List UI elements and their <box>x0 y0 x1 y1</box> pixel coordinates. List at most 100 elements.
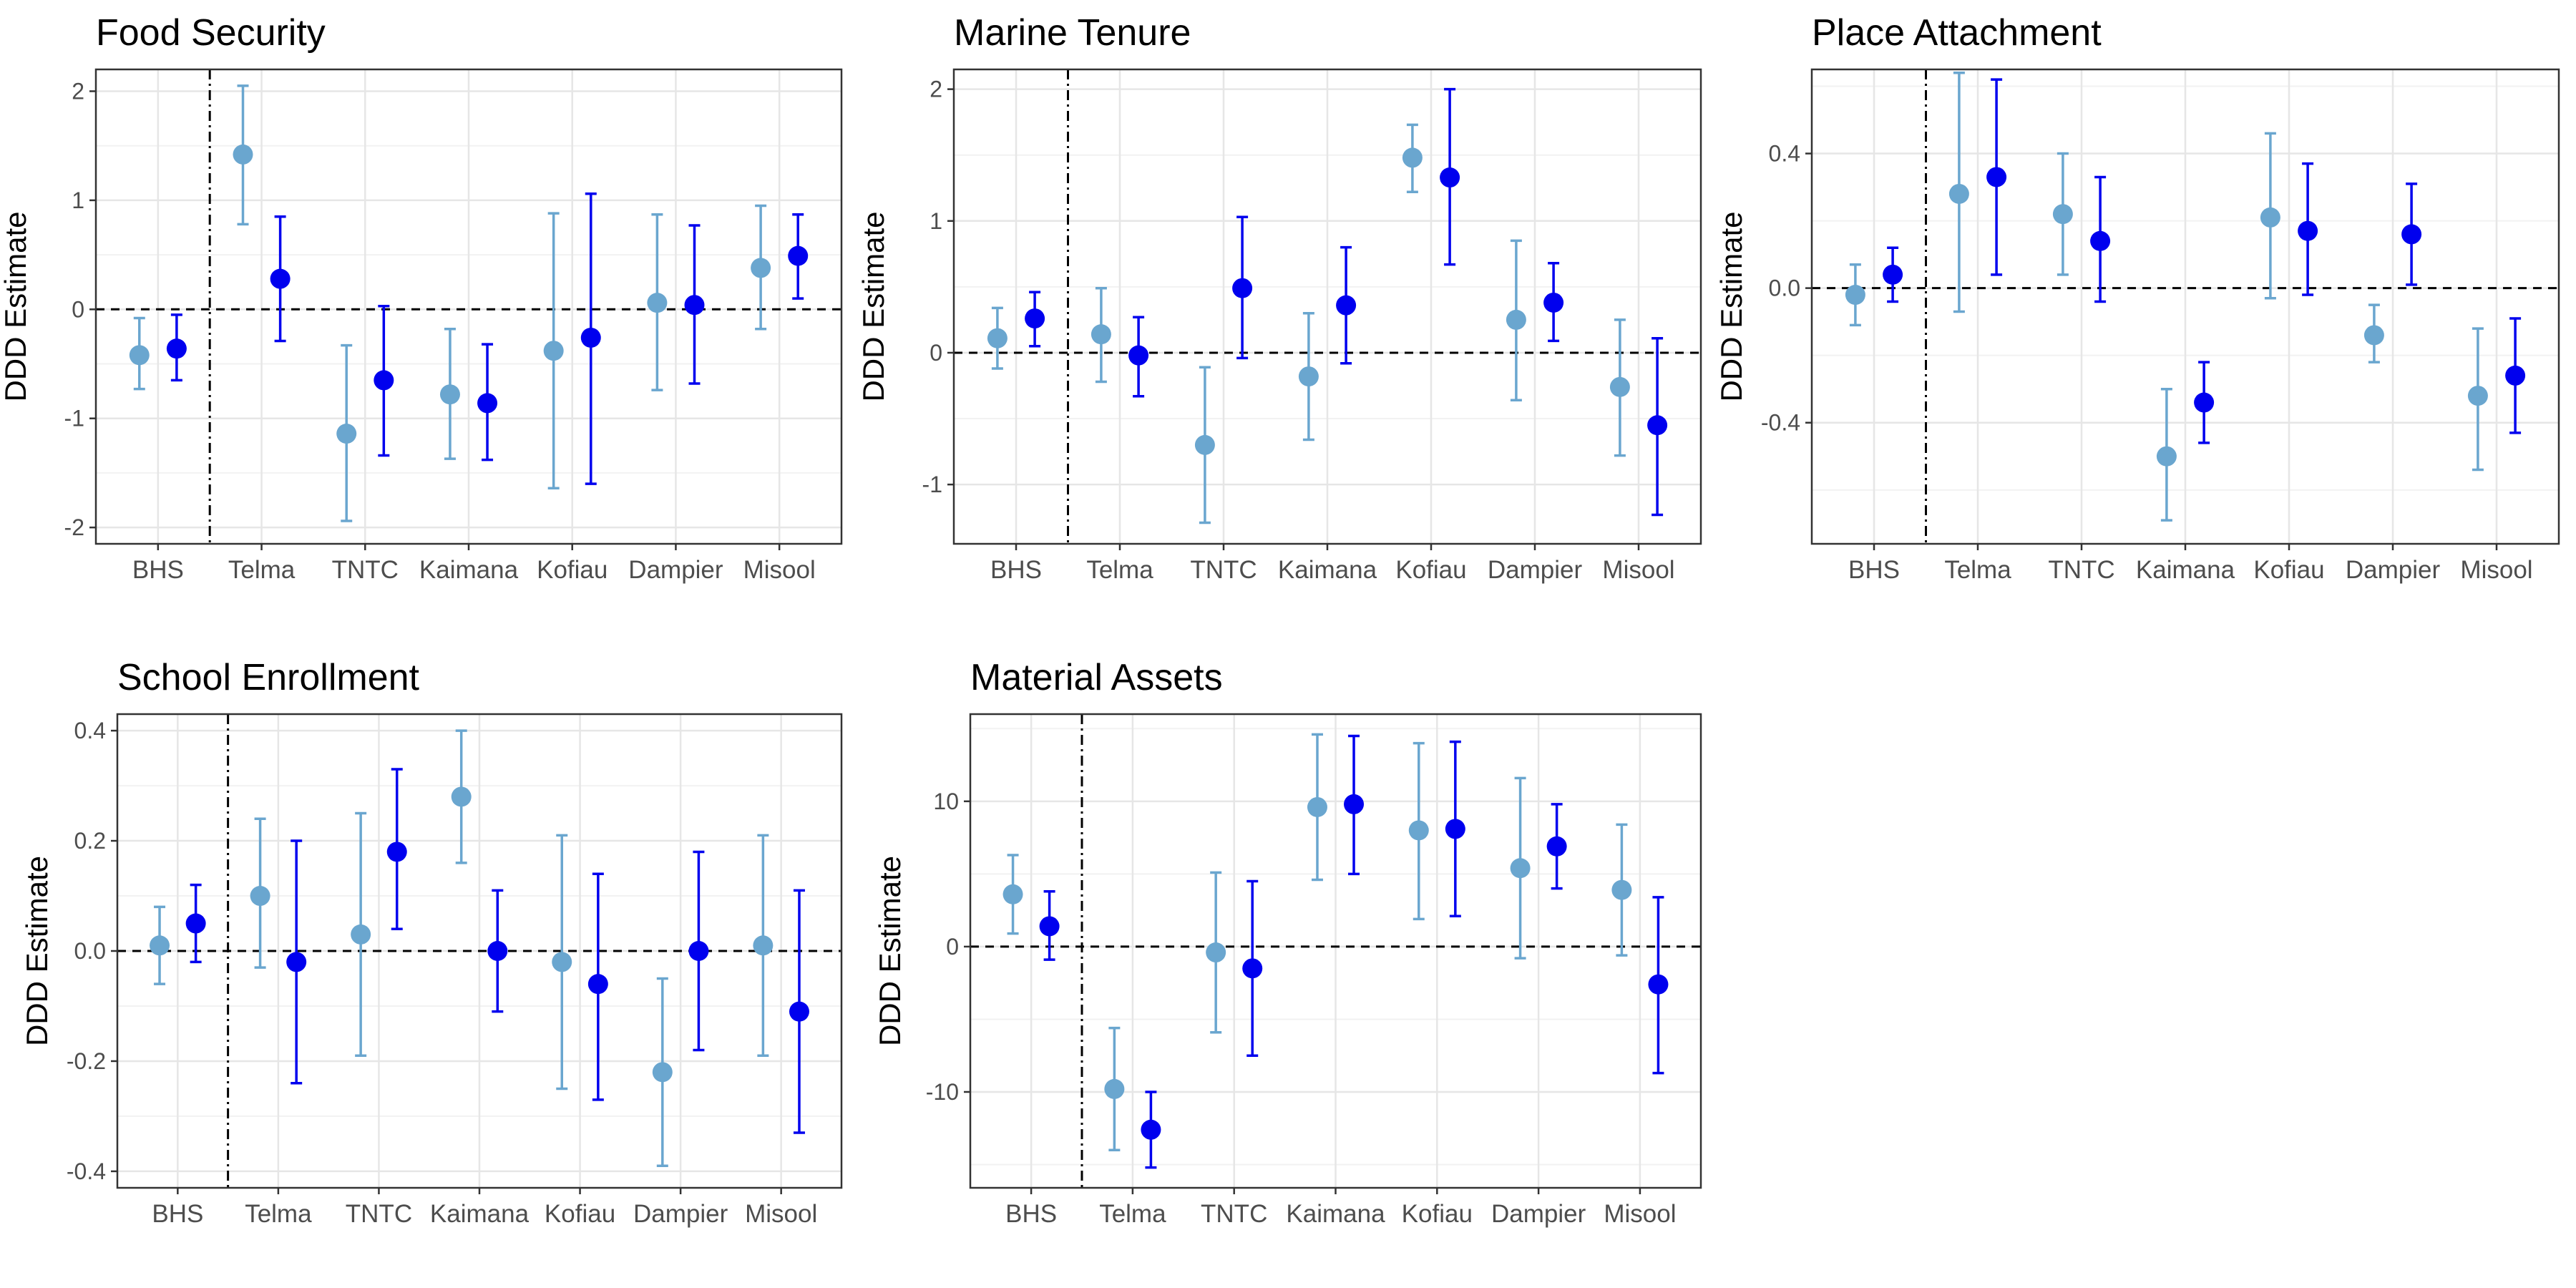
estimate-point <box>1025 308 1045 329</box>
x-tick-label: Kaimana <box>419 556 519 584</box>
estimate-point <box>1648 974 1669 995</box>
estimate-point <box>270 268 291 289</box>
estimate-point <box>2298 220 2318 241</box>
estimate-point <box>1298 366 1319 387</box>
estimate-point <box>1002 884 1023 904</box>
estimate-point <box>652 1062 673 1083</box>
estimate-point <box>2090 230 2111 251</box>
x-tick-label: Dampier <box>2346 556 2441 584</box>
estimate-point <box>2260 207 2280 228</box>
x-tick-label: BHS <box>132 556 184 584</box>
estimate-point <box>2194 392 2215 413</box>
x-tick-label: Misool <box>745 1200 817 1228</box>
x-tick-label: BHS <box>1848 556 1900 584</box>
estimate-point <box>1609 376 1630 397</box>
x-tick-label: Dampier <box>633 1200 728 1228</box>
estimate-point <box>587 974 608 995</box>
x-tick-label: Telma <box>228 556 296 584</box>
estimate-point <box>789 1001 809 1022</box>
panel-title: Place Attachment <box>1812 12 2102 54</box>
estimate-point <box>1986 167 2007 187</box>
estimate-point <box>386 841 407 862</box>
y-tick-label: 1 <box>72 187 84 213</box>
estimate-point <box>1336 295 1357 316</box>
estimate-point <box>1510 858 1531 879</box>
x-tick-label: Dampier <box>1491 1200 1586 1228</box>
y-tick-label: -2 <box>64 514 84 540</box>
x-tick-label: Kofiau <box>1402 1200 1473 1228</box>
x-tick-label: TNTC <box>1201 1200 1267 1228</box>
estimate-point <box>552 952 572 972</box>
chart-panel: -0.4 -0.2 0.0 0.2 0.4 BHS Telma TNTC Kaimana Kofi… <box>20 657 843 1228</box>
y-tick-label: 0.0 <box>74 938 106 964</box>
x-tick-label: Kaimana <box>430 1200 530 1228</box>
estimate-point <box>1232 278 1253 298</box>
estimate-point <box>286 952 307 972</box>
estimate-point <box>1206 942 1226 963</box>
x-tick-label: Misool <box>743 556 816 584</box>
estimate-point <box>1611 879 1632 900</box>
x-tick-label: Telma <box>1086 556 1153 584</box>
estimate-point <box>751 258 771 278</box>
estimate-point <box>1194 434 1215 455</box>
chart-panel: -10 0 10 BHS Telma TNTC Kaimana Kofiau Dampier Mi… <box>873 657 1702 1228</box>
x-tick-label: Telma <box>245 1200 312 1228</box>
x-tick-label: Misool <box>2460 556 2532 584</box>
chart-panel: -0.4 0.0 0.4 BHS Telma TNTC Kaimana Kofiau Dampi… <box>1714 12 2560 584</box>
estimate-point <box>543 341 564 361</box>
x-tick-label: TNTC <box>2048 556 2114 584</box>
estimate-point <box>1344 794 1365 814</box>
x-tick-label: TNTC <box>346 1200 412 1228</box>
y-tick-label: 1 <box>930 208 942 234</box>
x-tick-label: Kofiau <box>545 1200 615 1228</box>
estimate-point <box>1445 819 1465 839</box>
estimate-point <box>2505 365 2526 386</box>
y-axis-label: DDD Estimate <box>857 211 890 401</box>
estimate-point <box>166 338 187 359</box>
estimate-point <box>451 786 472 807</box>
x-tick-label: TNTC <box>332 556 399 584</box>
estimate-point <box>1141 1119 1161 1140</box>
y-axis-label: DDD Estimate <box>873 856 907 1046</box>
y-tick-label: -0.4 <box>1761 410 1800 436</box>
y-tick-label: 2 <box>930 77 942 102</box>
panel-title: Food Security <box>96 12 326 54</box>
panel-title: School Enrollment <box>117 657 420 698</box>
chart-panel: -2 -1 0 1 2 BHS Telma TNTC Kaimana Kofiau Dampier M… <box>0 12 843 584</box>
estimate-point <box>753 935 774 956</box>
estimate-point <box>1307 796 1327 817</box>
estimate-point <box>1506 309 1526 330</box>
y-axis-label: DDD Estimate <box>20 856 54 1046</box>
estimate-point <box>1440 167 1460 188</box>
y-tick-label: -1 <box>64 406 84 431</box>
y-tick-label: -10 <box>926 1079 959 1105</box>
estimate-point <box>374 370 394 391</box>
y-tick-label: 0 <box>946 934 959 960</box>
y-tick-label: -1 <box>922 472 942 497</box>
estimate-point <box>1546 836 1567 857</box>
x-tick-label: Kofiau <box>1395 556 1466 584</box>
x-tick-label: Misool <box>1604 1200 1676 1228</box>
y-tick-label: 2 <box>72 78 84 104</box>
estimate-point <box>788 245 809 266</box>
estimate-point <box>336 424 357 444</box>
estimate-point <box>1543 292 1564 313</box>
y-tick-label: 0.2 <box>74 828 106 854</box>
estimate-point <box>2467 386 2488 406</box>
y-tick-label: -0.2 <box>67 1048 106 1074</box>
panel-title: Marine Tenure <box>954 12 1191 54</box>
estimate-point <box>2401 224 2422 245</box>
estimate-point <box>185 913 206 934</box>
estimate-point <box>1242 958 1263 979</box>
y-tick-label: 0.4 <box>1769 141 1800 167</box>
x-tick-label: Dampier <box>1488 556 1583 584</box>
x-tick-label: BHS <box>990 556 1042 584</box>
x-tick-label: BHS <box>152 1200 203 1228</box>
x-tick-label: Telma <box>1099 1200 1166 1228</box>
estimate-point <box>439 384 460 405</box>
y-tick-label: 0 <box>930 340 942 366</box>
estimate-point <box>987 328 1008 348</box>
x-tick-label: Kaimana <box>2136 556 2235 584</box>
estimate-point <box>1647 415 1668 436</box>
y-tick-label: 0.0 <box>1769 275 1800 301</box>
